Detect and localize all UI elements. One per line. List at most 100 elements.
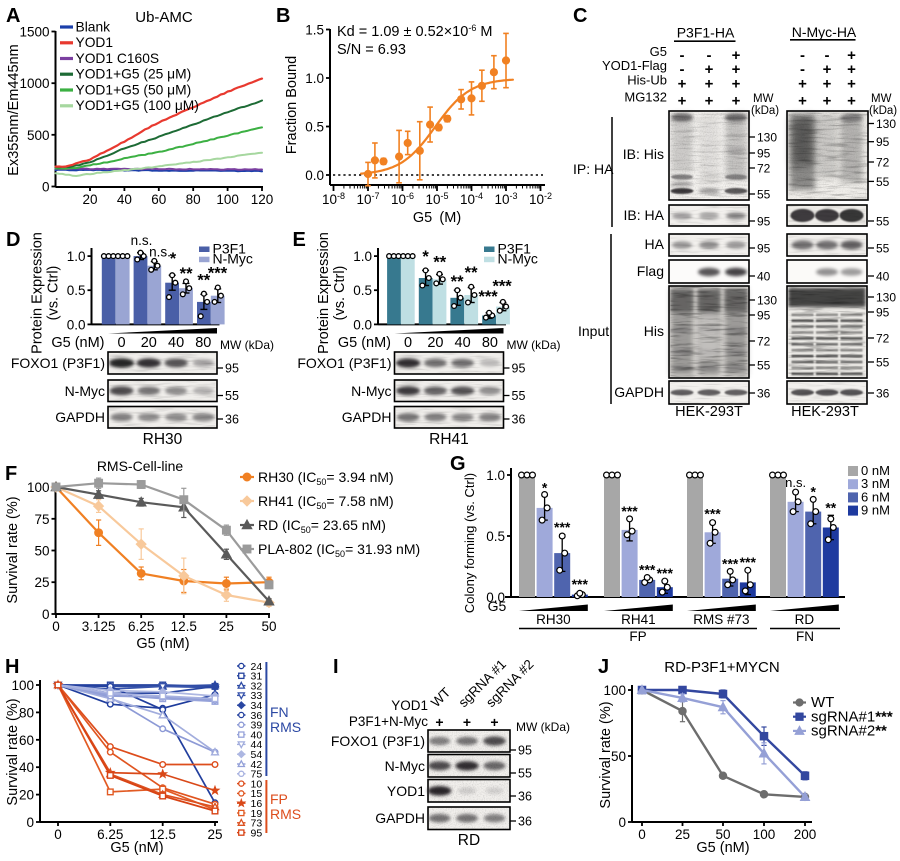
svg-text:***: *** [492,278,512,296]
svg-text:50: 50 [611,749,626,764]
svg-text:36: 36 [518,815,532,829]
svg-text:***: *** [639,562,656,578]
svg-text:(vs. Ctrl): (vs. Ctrl) [46,266,62,321]
svg-text:40: 40 [251,729,263,741]
svg-text:15: 15 [251,788,263,800]
svg-text:55: 55 [876,215,890,229]
svg-text:Flag: Flag [637,263,664,279]
svg-text:N-Myc: N-Myc [65,383,105,399]
svg-text:55: 55 [512,389,526,403]
svg-text:Protein Expression: Protein Expression [30,232,46,354]
svg-text:G5 (nM): G5 (nM) [696,840,749,856]
svg-text:130: 130 [876,117,896,131]
svg-text:42: 42 [251,759,263,771]
svg-text:GAPDH: GAPDH [375,810,425,826]
svg-text:0.0: 0.0 [305,168,324,183]
svg-text:12.5: 12.5 [150,827,176,842]
svg-text:**: ** [197,272,210,290]
svg-text:36: 36 [251,710,263,722]
svg-text:S/N = 6.93: S/N = 6.93 [337,42,406,58]
svg-text:-: - [800,47,805,64]
svg-text:55: 55 [876,242,890,256]
svg-text:0: 0 [118,335,126,351]
svg-text:YOD1+G5 (25 μM): YOD1+G5 (25 μM) [76,67,192,82]
svg-text:F: F [5,463,17,485]
svg-text:G5 (nM): G5 (nM) [136,636,189,652]
svg-text:+: + [678,76,687,93]
svg-text:36: 36 [512,413,526,427]
svg-text:***: *** [740,554,757,570]
svg-text:0.0: 0.0 [486,590,505,605]
svg-text:Protein Expression: Protein Expression [316,232,332,354]
svg-text:3 nM: 3 nM [861,476,890,491]
svg-text:1.0: 1.0 [353,249,372,264]
svg-text:N-Myc-HA: N-Myc-HA [792,24,857,40]
svg-text:0.5: 0.5 [305,120,324,135]
svg-text:25: 25 [207,827,222,842]
svg-text:95: 95 [876,135,890,149]
svg-text:+: + [798,76,807,93]
svg-text:Kd = 1.09 ± 0.52×10-6 M: Kd = 1.09 ± 0.52×10-6 M [337,23,492,40]
svg-text:**: ** [825,499,836,515]
svg-text:+: + [847,47,856,64]
svg-text:E: E [293,229,306,251]
svg-text:40: 40 [876,270,890,284]
svg-text:44: 44 [251,739,263,751]
svg-text:50: 50 [34,544,49,559]
svg-text:0: 0 [404,335,412,351]
svg-text:N-Myc: N-Myc [385,758,425,774]
svg-text:55: 55 [757,359,771,373]
svg-text:+: + [463,714,471,730]
svg-text:HEK-293T: HEK-293T [791,404,859,420]
svg-text:95: 95 [512,362,526,376]
svg-text:-: - [680,47,685,64]
svg-text:+: + [732,47,741,64]
svg-text:54: 54 [251,749,263,761]
svg-text:RH41: RH41 [429,431,469,448]
svg-text:95: 95 [225,362,239,376]
svg-text:10: 10 [251,778,263,790]
svg-text:72: 72 [876,156,890,170]
svg-text:C: C [573,5,587,27]
svg-text:6 nM: 6 nM [861,489,890,504]
svg-text:1.0: 1.0 [305,71,324,86]
svg-text:P3F1+N-Myc: P3F1+N-Myc [349,714,428,729]
svg-text:130: 130 [757,131,777,145]
svg-text:IB: His: IB: His [623,146,664,162]
svg-text:***: *** [704,505,721,521]
svg-text:J: J [598,656,609,678]
svg-text:95: 95 [251,827,263,839]
svg-text:N-Myc: N-Myc [351,383,391,399]
svg-text:+: + [823,93,832,110]
svg-text:100: 100 [753,827,776,842]
svg-text:60: 60 [19,733,34,748]
svg-text:0: 0 [42,607,50,622]
svg-text:0: 0 [26,815,34,830]
svg-text:sgRNA#2**: sgRNA#2** [811,723,887,740]
svg-text:80: 80 [19,705,34,720]
svg-text:+: + [847,76,856,93]
svg-text:95: 95 [757,147,771,161]
svg-text:+: + [490,714,498,730]
svg-text:***: *** [722,555,739,571]
svg-text:*: * [542,480,548,496]
svg-text:+: + [678,93,687,110]
svg-text:-: - [680,61,685,78]
svg-text:40: 40 [19,760,34,775]
svg-text:+: + [732,61,741,78]
svg-text:95: 95 [876,306,890,320]
svg-text:H: H [5,656,19,678]
svg-text:-: - [825,47,830,64]
svg-text:34: 34 [251,700,263,712]
svg-text:RH30: RH30 [536,612,571,627]
svg-text:33: 33 [251,690,263,702]
svg-text:Survival rate (%): Survival rate (%) [5,496,21,603]
svg-text:YOD1-Flag: YOD1-Flag [602,58,667,73]
svg-text:RH30: RH30 [143,431,183,448]
svg-text:12.5: 12.5 [171,619,197,634]
svg-text:25: 25 [34,575,49,590]
svg-text:95: 95 [757,215,771,229]
svg-text:0: 0 [638,827,646,842]
svg-text:0: 0 [618,815,626,830]
svg-text:50: 50 [715,827,730,842]
